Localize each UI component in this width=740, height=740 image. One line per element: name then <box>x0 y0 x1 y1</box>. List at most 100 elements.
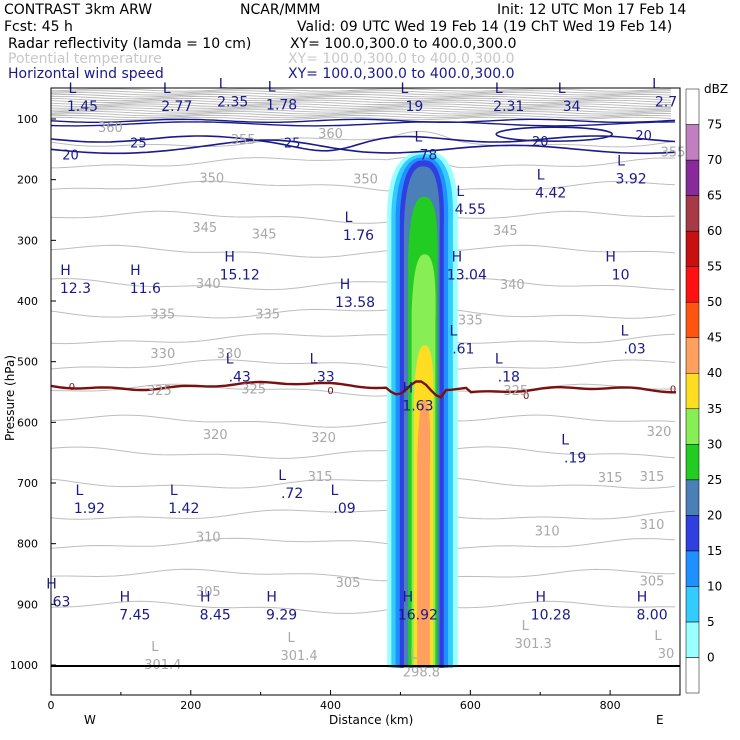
extremum-value: 4.55 <box>455 202 486 218</box>
y-tick-label: 700 <box>17 477 38 490</box>
theta-isentrope-upper <box>50 88 672 92</box>
low-marker: L <box>617 154 625 170</box>
surface-low-marker: L <box>522 619 530 634</box>
extremum-value: 3.92 <box>615 172 646 188</box>
theta-isentrope <box>50 444 676 459</box>
low-marker: L <box>76 483 84 499</box>
low-marker: L <box>621 324 629 340</box>
wind-contour-label: 20 <box>635 129 652 144</box>
colorbar-tick-label: 45 <box>707 331 722 345</box>
low-marker: L <box>170 483 178 499</box>
extremum-value: 11.6 <box>130 281 161 297</box>
theta-contour-label: 340 <box>196 277 221 292</box>
field-radar-xy: XY= 100.0,300.0 to 400.0,300.0 <box>290 36 517 52</box>
low-marker: L <box>495 351 503 367</box>
extremum-value: .61 <box>452 342 474 358</box>
valid-time: Valid: 09 UTC Wed 19 Feb 14 (19 ChT Wed … <box>297 19 672 35</box>
extremum-value: .19 <box>564 451 586 467</box>
model-title: CONTRAST 3km ARW <box>4 2 152 18</box>
extremum-value: 2.77 <box>161 99 192 115</box>
theta-isentrope <box>50 275 676 291</box>
colorbar-segment <box>685 515 700 552</box>
colorbar-tick-label: 15 <box>707 544 722 558</box>
theta-contour-label: 315 <box>598 471 623 486</box>
low-marker: L <box>345 210 353 226</box>
theta-isentrope-upper <box>50 105 672 109</box>
theta-contour-label: 360 <box>318 127 343 142</box>
colorbar-segment <box>685 550 700 587</box>
theta-contour-label: 305 <box>196 585 221 600</box>
y-tick-label: 600 <box>17 416 38 429</box>
colorbar-segment <box>685 408 700 445</box>
theta-contour-label: 335 <box>150 307 175 322</box>
high-marker: H <box>266 589 277 605</box>
y-tick-label: 500 <box>17 356 38 369</box>
theta-isentrope <box>50 130 676 148</box>
theta-contour-label: 360 <box>98 121 123 136</box>
wind-contour-label: 25 <box>130 136 147 151</box>
theta-contour-label: 330 <box>217 347 242 362</box>
wind-contour-30a <box>50 118 676 123</box>
x-tick-label: 600 <box>460 699 481 712</box>
extremum-value: 1.45 <box>67 99 98 115</box>
low-marker: L <box>69 81 77 97</box>
high-marker: H <box>403 381 414 397</box>
extremum-value: 4.42 <box>535 186 566 202</box>
theta-contour-label: 330 <box>150 347 175 362</box>
theta-isentrope <box>51 383 676 397</box>
low-marker: L <box>331 483 339 499</box>
theta-contour-label: 320 <box>647 425 672 440</box>
theta-isentrope-upper <box>50 114 672 119</box>
colorbar-segment <box>685 88 700 125</box>
theta-isentrope-upper <box>50 92 672 96</box>
theta-isentrope <box>50 243 676 258</box>
x-tick-label: 800 <box>600 699 621 712</box>
extremum-value: 8.00 <box>636 607 667 623</box>
field-theta-name: Potential temperature <box>8 51 162 67</box>
high-marker: H <box>340 277 351 293</box>
theta-isentrope <box>51 600 676 614</box>
colorbar-tick-label: 35 <box>707 402 722 416</box>
theta-isentrope <box>50 505 676 520</box>
low-marker: L <box>449 324 457 340</box>
colorbar-segment <box>685 586 700 623</box>
wind-contour-20 <box>50 139 676 155</box>
colorbar-tick-label: 10 <box>707 579 722 593</box>
theta-contour-label: 310 <box>640 518 665 533</box>
high-marker: H <box>200 589 211 605</box>
colorbar-segment <box>685 266 700 303</box>
theta-contour-label: 355 <box>231 133 256 148</box>
forecast-hour: Fcst: 45 h <box>4 19 73 35</box>
surface-low-marker: L <box>287 631 295 646</box>
extremum-value: .18 <box>498 369 520 385</box>
theta-isentrope <box>50 180 676 192</box>
theta-isentrope-upper <box>50 109 672 113</box>
colorbar-segment <box>685 621 700 658</box>
low-marker: L <box>652 77 660 93</box>
high-marker: H <box>637 589 648 605</box>
x-axis-west-label: W <box>84 713 96 727</box>
extremum-value: 13.04 <box>447 268 487 284</box>
theta-contour-label: 305 <box>336 576 361 591</box>
high-marker: H <box>535 589 546 605</box>
colorbar: 0 5 10 15 20 25 30 35 40 45 50 55 60 65 70 75 <box>685 88 722 694</box>
colorbar-segment <box>685 337 700 374</box>
theta-isentrope <box>50 414 676 428</box>
low-marker: L <box>456 184 464 200</box>
colorbar-tick-label: 50 <box>707 295 722 309</box>
theta-isentrope <box>50 330 676 345</box>
field-wind-name: Horizontal wind speed <box>8 66 164 82</box>
extremum-value: 63 <box>53 595 71 611</box>
extremum-value: .03 <box>623 342 645 358</box>
plot-background <box>51 88 680 695</box>
wind-speed-contours <box>50 118 676 155</box>
plot-area: 0 0 0 0 350 350 345 345 345 340 340 335 335 335 330 33… <box>46 77 685 696</box>
x-tick-label: 0 <box>48 699 55 712</box>
theta-contour-label: 345 <box>192 221 217 236</box>
theta-isentrope-upper <box>50 113 672 117</box>
colorbar-segment <box>685 301 700 338</box>
surface-low-marker: L <box>654 629 662 644</box>
theta-isentrope-upper <box>50 107 672 111</box>
theta-isentrope <box>50 210 676 224</box>
